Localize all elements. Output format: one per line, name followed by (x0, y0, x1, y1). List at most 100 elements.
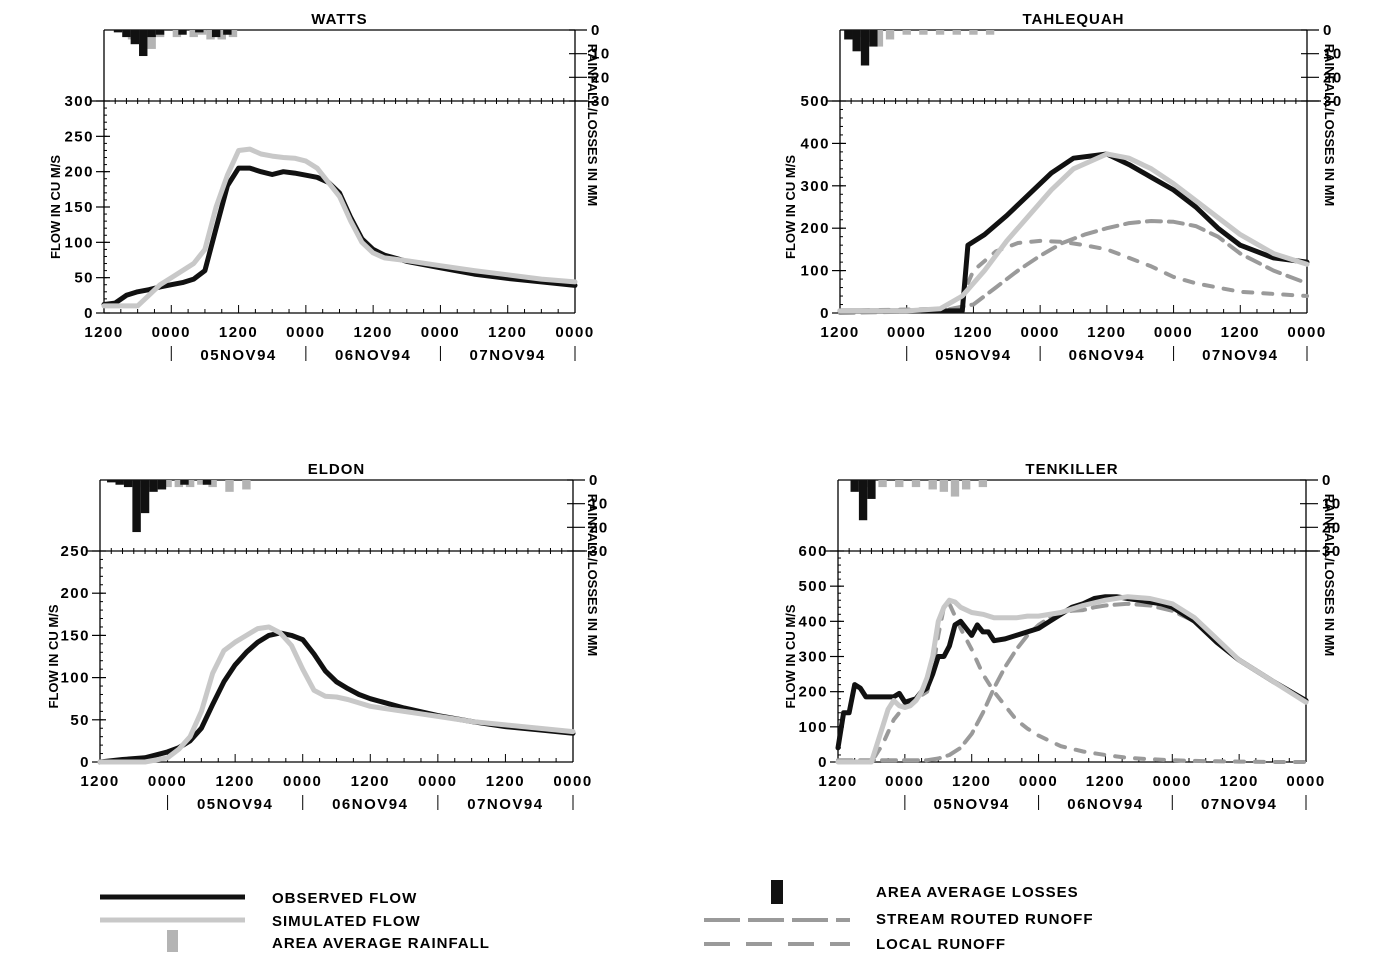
rainfall-bar (217, 30, 226, 40)
rainfall-bar (950, 480, 960, 497)
stream-routed-line (836, 601, 1308, 763)
simulated-line (97, 624, 576, 765)
y-tick-label: 150 (64, 199, 94, 216)
stream-routed-line (838, 219, 1309, 315)
x-tick-label: 0000 (421, 324, 460, 341)
rainfall-bar (174, 480, 184, 488)
x-tick-label: 1200 (1086, 773, 1125, 790)
loss-bar (149, 480, 158, 492)
loss-bar (107, 480, 116, 483)
rainfall-bar (189, 30, 198, 38)
y-tick-label: 600 (798, 543, 828, 560)
rainfall-bar (939, 480, 949, 492)
y2-axis-label: RAINFALL/LOSSES IN MM (1322, 44, 1337, 207)
y-axis-label: FLOW IN CU M/S (783, 155, 798, 259)
local-runoff-line (838, 238, 1309, 313)
rainfall-bar (952, 30, 961, 35)
x-tick-label: 1200 (952, 773, 991, 790)
x-tick-label: 0000 (1286, 773, 1325, 790)
simulated-line (835, 594, 1309, 765)
loss-bar (223, 30, 232, 35)
y2-tick-label: 0 (1322, 472, 1332, 489)
x-tick-label: 0000 (553, 773, 592, 790)
x-tick-label: 0000 (148, 773, 187, 790)
y-axis-label: FLOW IN CU M/S (46, 604, 61, 708)
y2-tick-label: 20 (1323, 69, 1343, 86)
date-label: 05NOV94 (934, 796, 1010, 813)
x-tick-label: 1200 (219, 324, 258, 341)
date-label: 06NOV94 (1067, 796, 1143, 813)
rainfall-bar (185, 480, 195, 488)
legend-losses-swatch (771, 880, 783, 904)
x-tick-label: 1200 (1087, 324, 1126, 341)
y-tick-label: 0 (818, 754, 828, 771)
y-axis-label: FLOW IN CU M/S (48, 155, 63, 259)
date-label: 06NOV94 (335, 347, 411, 364)
x-tick-label: 1200 (84, 324, 123, 341)
legend-observed-label: OBSERVED FLOW (272, 890, 417, 907)
x-tick-label: 0000 (887, 324, 926, 341)
y2-axis-label: RAINFALL/LOSSES IN MM (585, 44, 600, 207)
x-tick-label: 0000 (555, 324, 594, 341)
x-tick-label: 1200 (215, 773, 254, 790)
x-tick-label: 1200 (488, 324, 527, 341)
y-tick-label: 50 (74, 270, 94, 287)
rainfall-bar (228, 30, 238, 38)
x-tick-label: 1200 (351, 773, 390, 790)
chart-title: WATTS (311, 11, 367, 28)
y2-tick-label: 20 (589, 519, 609, 536)
y-tick-label: 0 (80, 754, 90, 771)
loss-bar (122, 30, 131, 38)
y-tick-label: 250 (60, 543, 90, 560)
rainfall-bar (961, 480, 971, 490)
loss-bar (132, 480, 141, 533)
rainfall-bar (197, 480, 206, 485)
y-axis-label: FLOW IN CU M/S (783, 604, 798, 708)
x-tick-label: 0000 (283, 773, 322, 790)
simulated-line (101, 146, 578, 309)
loss-bar (195, 30, 204, 33)
y-tick-label: 100 (800, 263, 830, 280)
loss-bar (140, 480, 150, 514)
x-tick-label: 1200 (353, 324, 392, 341)
y-tick-label: 400 (800, 135, 830, 152)
x-tick-label: 1200 (1219, 773, 1258, 790)
observed-line (835, 594, 1309, 751)
y-tick-label: 100 (60, 670, 90, 687)
rainfall-bar (874, 30, 884, 47)
y-tick-label: 300 (798, 649, 828, 666)
y-tick-label: 300 (800, 178, 830, 195)
y-tick-label: 400 (798, 613, 828, 630)
y-tick-label: 100 (798, 719, 828, 736)
x-tick-label: 0000 (1154, 324, 1193, 341)
y2-tick-label: 10 (1322, 496, 1342, 513)
x-tick-label: 1200 (820, 324, 859, 341)
y-tick-label: 50 (70, 712, 90, 729)
rainfall-bar (163, 480, 172, 488)
loss-bar (844, 30, 853, 40)
y2-tick-label: 10 (591, 46, 611, 63)
legend-losses-label: AREA AVERAGE LOSSES (876, 884, 1079, 901)
rainfall-bar (902, 30, 911, 35)
legend-simulated-label: SIMULATED FLOW (272, 913, 421, 930)
chart-panel-tenkiller: TENKILLER 0 100 200 300 400 500 600 0 10 20 30 1200 0… (783, 461, 1342, 813)
y2-axis-label: RAINFALL/LOSSES IN MM (585, 494, 600, 657)
rainfall-bar (878, 480, 887, 488)
rainfall-bar (919, 30, 928, 35)
x-tick-label: 1200 (818, 773, 857, 790)
x-tick-label: 0000 (1019, 773, 1058, 790)
date-label: 05NOV94 (197, 796, 273, 813)
loss-bar (180, 480, 189, 485)
x-tick-label: 0000 (1020, 324, 1059, 341)
x-tick-label: 0000 (152, 324, 191, 341)
y2-tick-label: 30 (1322, 543, 1342, 560)
y2-tick-label: 30 (1323, 93, 1343, 110)
y2-tick-label: 30 (589, 543, 609, 560)
observed-line (837, 151, 1310, 314)
observed-line (101, 165, 578, 307)
loss-bar (139, 30, 148, 57)
rainfall-bar (911, 480, 921, 488)
loss-bar (115, 480, 124, 485)
x-tick-label: 1200 (80, 773, 119, 790)
